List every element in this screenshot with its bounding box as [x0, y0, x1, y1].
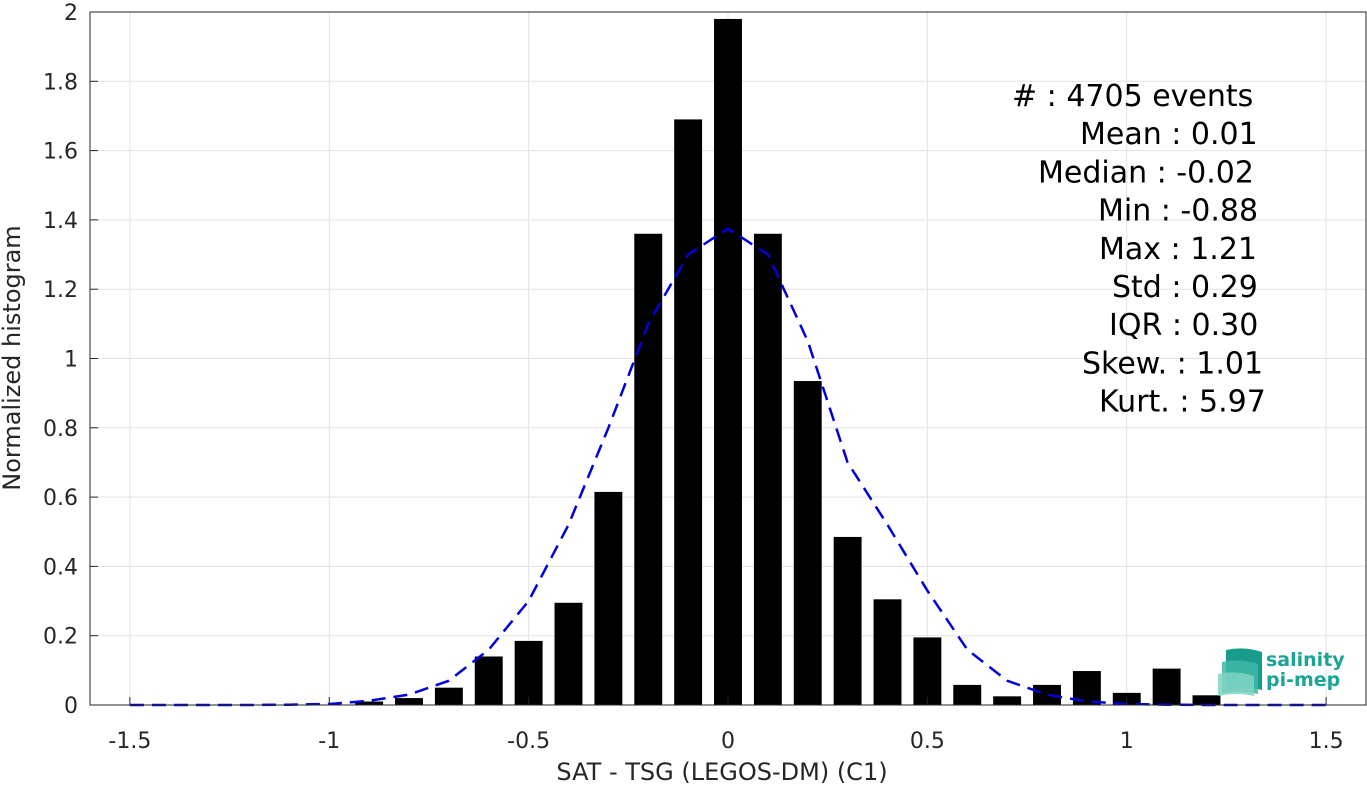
histogram-bar	[554, 602, 583, 705]
x-tick-label: 1	[1120, 729, 1134, 754]
x-tick-label: 0	[721, 729, 735, 754]
histogram-bar	[1033, 684, 1061, 705]
stat-line: Std : 0.29	[1112, 270, 1258, 305]
histogram-bar	[793, 381, 822, 705]
y-tick-label: 1.8	[43, 70, 78, 95]
histogram-bar	[714, 18, 742, 706]
histogram-bar	[833, 536, 862, 705]
histogram-bar	[953, 684, 982, 705]
y-tick-label: 0.6	[43, 486, 78, 511]
histogram-bar	[395, 698, 423, 705]
histogram-bar	[674, 119, 703, 706]
y-tick-label: 2	[64, 1, 78, 26]
stat-line: Kurt. : 5.97	[1099, 385, 1266, 420]
stat-line: Median : -0.02	[1038, 155, 1254, 190]
y-tick-label: 1.2	[43, 278, 78, 303]
x-tick-label: -0.5	[507, 729, 550, 754]
x-axis-label: SAT - TSG (LEGOS-DM) (C1)	[556, 758, 887, 785]
histogram-bar	[634, 233, 663, 705]
axis-ticks: -1.5 -1 -0.5 0 0.5 1 1.5 0 0.2 0.4 0.6 0.8 1 1.2 1.4 1.…	[43, 1, 1344, 754]
histogram-bar	[913, 637, 942, 705]
histogram-bar	[993, 696, 1022, 705]
y-tick-label: 1	[64, 348, 78, 373]
histogram-bars	[355, 18, 1221, 706]
x-tick-label: -1.5	[108, 729, 151, 754]
y-axis-label: Normalized histogram	[0, 225, 26, 490]
y-tick-label: 0.2	[43, 625, 78, 650]
histogram-bar	[434, 687, 463, 705]
logo-text-line1: salinity	[1266, 649, 1345, 671]
histogram-bar	[1192, 695, 1221, 705]
stat-line: Max : 1.21	[1099, 232, 1257, 267]
histogram-bar	[594, 491, 623, 705]
logo-text-line2: pi-mep	[1266, 669, 1340, 691]
x-tick-label: 0.5	[910, 729, 945, 754]
histogram-bar	[474, 656, 503, 705]
stat-line: # : 4705 events	[1012, 79, 1253, 114]
stat-line: Skew. : 1.01	[1082, 346, 1263, 381]
waves-icon	[1218, 648, 1262, 696]
stat-line: Min : -0.88	[1098, 194, 1258, 229]
histogram-bar	[514, 640, 543, 705]
stat-line: IQR : 0.30	[1109, 308, 1258, 343]
salinity-pi-mep-logo: salinity pi-mep	[1218, 648, 1345, 696]
x-tick-label: 1.5	[1309, 729, 1344, 754]
y-tick-label: 1.4	[43, 209, 78, 234]
stat-line: Mean : 0.01	[1080, 117, 1258, 152]
histogram-bar	[753, 233, 782, 705]
x-tick-label: -1	[318, 729, 340, 754]
y-tick-label: 0.8	[43, 417, 78, 442]
y-tick-label: 0	[64, 694, 78, 719]
histogram-bar	[355, 701, 384, 705]
histogram-bar	[1152, 668, 1181, 705]
y-tick-label: 0.4	[43, 555, 78, 580]
histogram-bar	[873, 599, 902, 705]
y-tick-label: 1.6	[43, 140, 78, 165]
